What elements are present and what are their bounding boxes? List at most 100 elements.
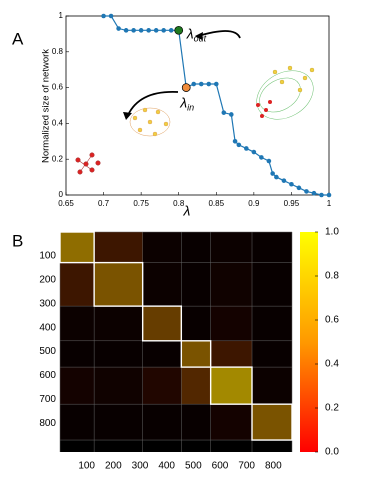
annotation-symbol: λ [179, 94, 187, 110]
heatmap-block [252, 232, 292, 263]
arrow-head [195, 32, 203, 40]
data-point [206, 81, 212, 87]
data-point [229, 112, 234, 117]
heatmap-block [94, 306, 143, 341]
arrow-head [123, 112, 132, 120]
data-point [168, 28, 174, 33]
data-point [123, 28, 129, 33]
y-tick-label: 0.6 [52, 83, 64, 92]
data-point [108, 13, 114, 19]
y-tick-label: 500 [39, 346, 56, 357]
x-tick-label: 700 [238, 461, 255, 472]
data-point [251, 149, 257, 155]
data-point [232, 139, 238, 144]
heatmap-block [181, 232, 210, 263]
colorbar-tick-label: 0.6 [325, 315, 339, 326]
heatmap-block [60, 232, 95, 263]
arrow [127, 91, 179, 116]
highlight-point [181, 83, 191, 92]
panel-label: B [12, 231, 23, 250]
y-tick-label: 700 [39, 394, 56, 405]
y-axis-label: Normalized size of network [41, 49, 52, 163]
heatmap-background [60, 232, 292, 452]
heatmap-block [142, 232, 182, 263]
heatmap-block [60, 341, 94, 367]
colorbar-tick-label: 0.0 [325, 447, 339, 458]
heatmap-block [181, 263, 210, 307]
x-tick-label: 0.7 [98, 199, 110, 208]
data-point [319, 192, 324, 198]
x-tick-label: 600 [212, 461, 229, 472]
heatmap-block [181, 367, 211, 405]
x-tick-label: 1 [327, 199, 332, 208]
y-tick-label: 100 [39, 251, 56, 262]
heatmap-block [210, 367, 252, 405]
colorbar-tick-label: 0.8 [325, 271, 339, 282]
y-tick-label: 0.2 [52, 154, 64, 163]
data-line [103, 15, 329, 196]
x-tick-label: 0.9 [248, 199, 260, 208]
x-axis-label: λ [183, 203, 191, 219]
heatmap-block [181, 340, 211, 368]
x-tick-label: 0.65 [58, 199, 74, 208]
x-tick-label: 300 [132, 461, 149, 472]
colorbar [300, 232, 318, 452]
data-point [304, 189, 309, 194]
data-point [326, 192, 332, 198]
y-tick-label: 800 [39, 418, 56, 429]
heatmap-block [142, 262, 182, 307]
x-tick-label: 500 [185, 461, 202, 472]
block-outline [209, 366, 253, 405]
annotation-subscript: in [187, 103, 194, 113]
x-tick-label: 400 [158, 461, 175, 472]
x-tick-label: 800 [265, 461, 282, 472]
x-tick-label: 0.85 [208, 199, 224, 208]
x-tick-label: 0.95 [284, 199, 300, 208]
heatmap-block [143, 404, 182, 440]
panel-label: A [12, 29, 24, 48]
heatmap-block [60, 404, 94, 440]
heatmap-block [252, 306, 292, 341]
block-outline [59, 231, 95, 264]
colorbar-tick-label: 0.4 [325, 359, 339, 370]
data-point [138, 28, 144, 33]
block-outline [93, 261, 144, 307]
data-point [236, 142, 242, 148]
network-illustrations [75, 30, 315, 175]
x-tick-label: 100 [78, 461, 95, 472]
data-point [161, 28, 166, 33]
heatmap-block [210, 232, 252, 263]
heatmap-block [252, 367, 292, 405]
heatmap-block [94, 232, 143, 263]
y-tick-label: 0 [59, 190, 64, 199]
block-outline [141, 305, 183, 342]
y-tick-label: 200 [39, 274, 56, 285]
heatmap-block [210, 404, 252, 441]
data-point [116, 26, 121, 31]
x-tick-label: 200 [105, 461, 122, 472]
y-tick-label: 300 [39, 298, 56, 309]
y-tick-label: 0.4 [52, 119, 64, 128]
heatmap-block [60, 262, 95, 307]
y-tick-label: 1 [59, 11, 64, 20]
annotation-subscript: out [194, 34, 207, 44]
heatmap-block [142, 367, 182, 405]
data-point [101, 13, 106, 19]
data-point [198, 81, 204, 87]
heatmap-block [60, 367, 95, 405]
heatmap-block [210, 340, 252, 368]
data-point [266, 158, 272, 164]
heatmap-block [210, 262, 252, 307]
data-point [153, 28, 159, 33]
colorbar-tick-label: 1.0 [325, 227, 339, 238]
data-point [259, 155, 264, 160]
x-tick-label: 0.75 [133, 199, 149, 208]
y-tick-label: 400 [39, 322, 56, 333]
data-point [270, 171, 275, 176]
heatmap-block [143, 341, 182, 367]
data-point [191, 81, 197, 87]
data-point [221, 110, 227, 115]
data-point [146, 28, 151, 33]
heatmap-block [210, 306, 252, 341]
